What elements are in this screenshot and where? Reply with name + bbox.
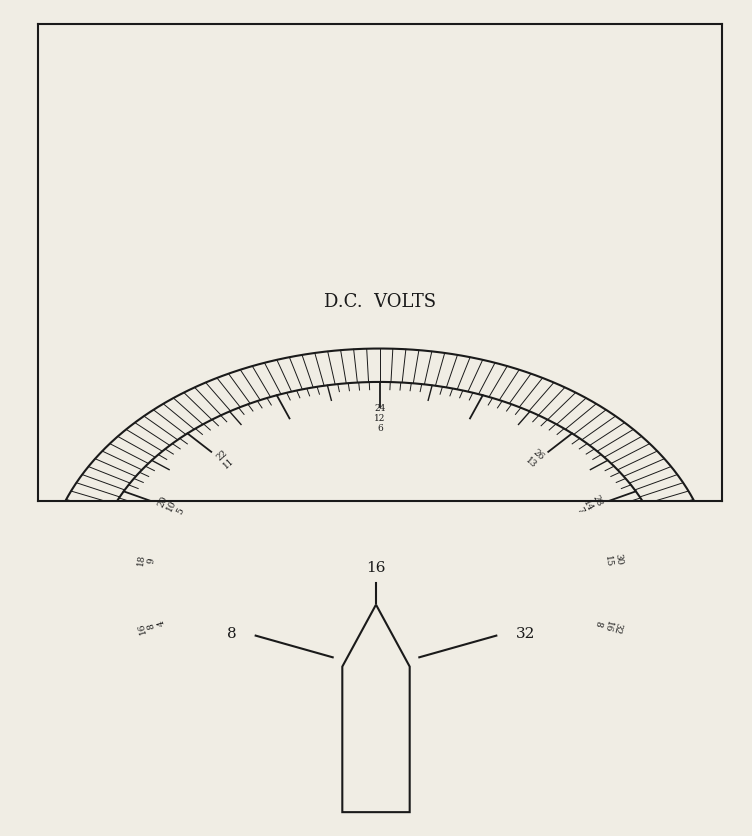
Text: D.C.  VOLTS: D.C. VOLTS — [323, 293, 436, 310]
Text: 24
12
6: 24 12 6 — [374, 404, 386, 433]
Text: 32
16
8: 32 16 8 — [593, 616, 623, 635]
Text: 20
10
5: 20 10 5 — [156, 493, 186, 517]
Text: 28
14
7: 28 14 7 — [573, 493, 604, 517]
Text: 30
15: 30 15 — [603, 553, 624, 567]
Text: 16: 16 — [366, 560, 386, 574]
Text: 8: 8 — [227, 626, 236, 640]
Text: 26
13: 26 13 — [524, 447, 545, 470]
Text: 16
8
4: 16 8 4 — [136, 616, 167, 635]
Text: 18
9: 18 9 — [135, 553, 156, 567]
Text: 22
11: 22 11 — [214, 447, 235, 470]
Text: 32: 32 — [516, 626, 535, 640]
